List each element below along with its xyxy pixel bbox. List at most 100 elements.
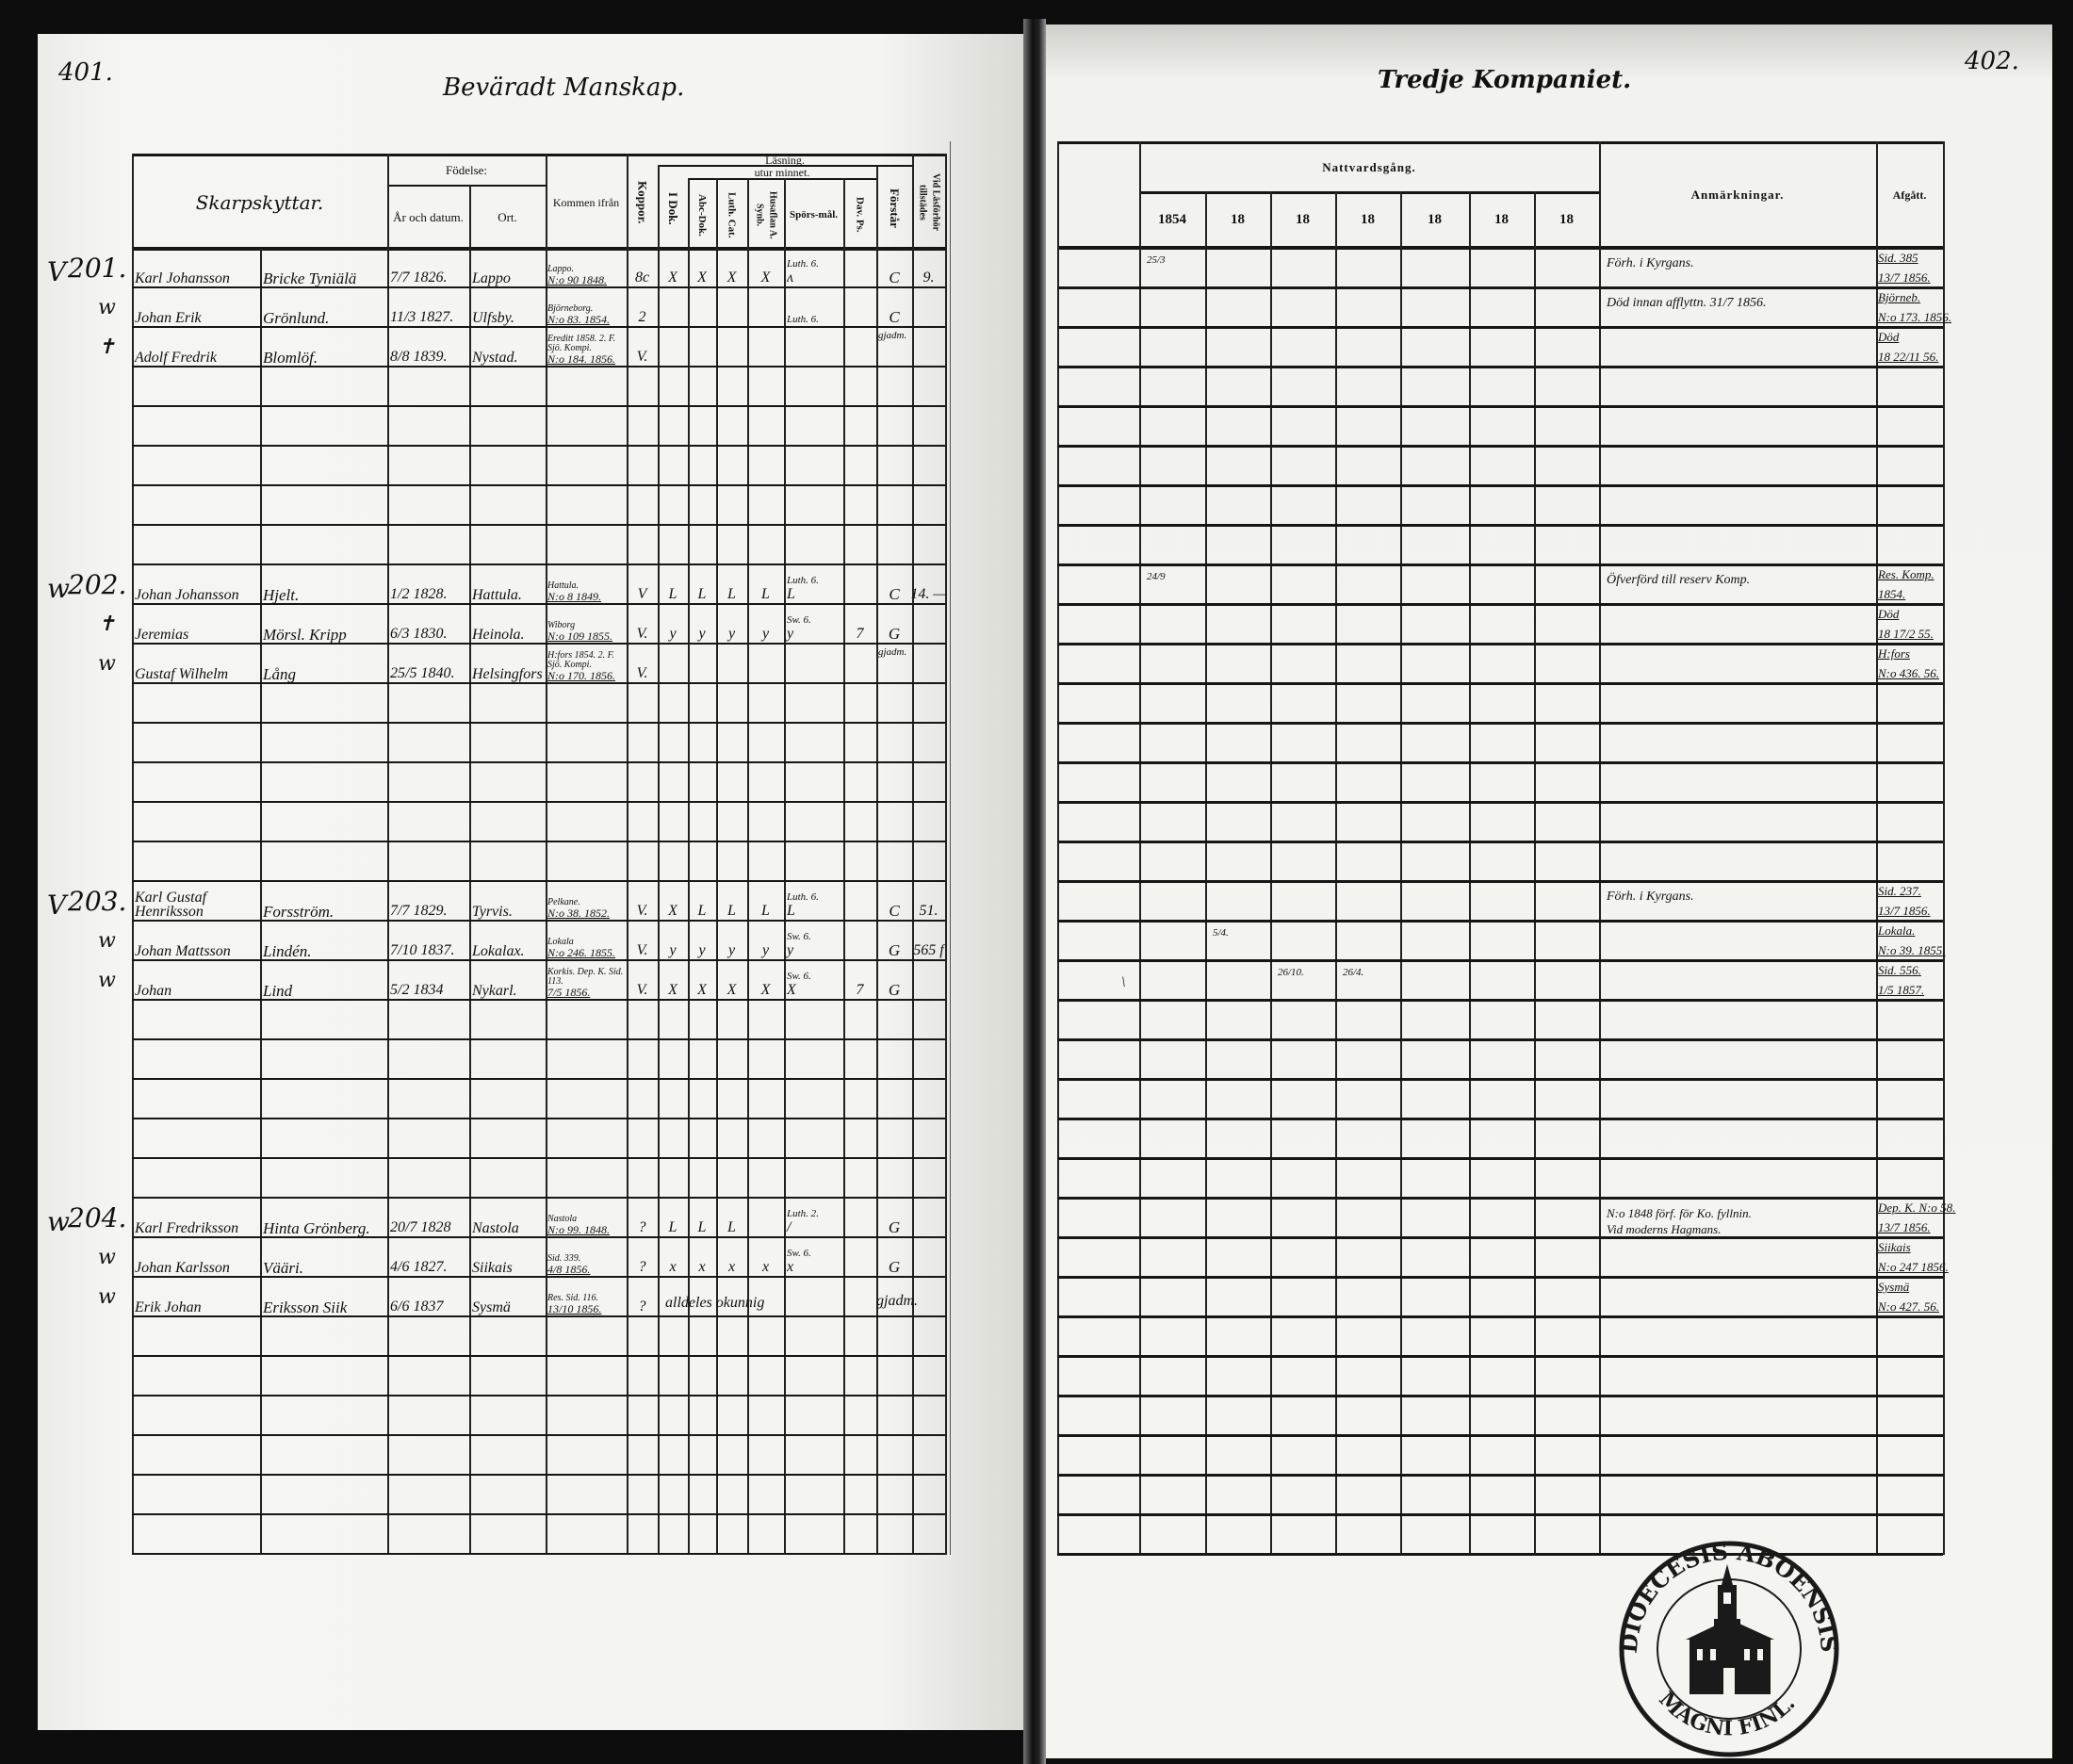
departed-text: Sysmä <box>1878 1280 1910 1294</box>
header-year-6: 18 <box>1559 212 1574 227</box>
left-row-line <box>132 1236 945 1238</box>
header-from: Kommen ifrån <box>552 195 620 209</box>
left-column-line <box>658 165 660 1555</box>
from-note: Ereditt 1858. 2. F. Sjö. Kompi. <box>547 334 616 353</box>
spors-value: L <box>787 586 795 602</box>
from-cell: Pelkane. N:o 38. 1852. <box>547 882 625 922</box>
left-column-line <box>876 165 878 1555</box>
luth-value: y <box>727 626 736 642</box>
luth-value: X <box>726 982 737 998</box>
header-luth: Luth. Cat. <box>726 191 738 238</box>
header-communion: Nattvardsgång. <box>1322 160 1416 174</box>
right-column-line <box>1876 141 1878 1555</box>
remark-text: Öfverförd till reserv Komp. <box>1607 573 1751 587</box>
register-mark: V <box>47 890 67 921</box>
dav-value <box>846 882 873 922</box>
right-row-line <box>1057 1395 1943 1397</box>
right-column-line <box>1270 191 1272 1555</box>
koppor-value: ? <box>638 1298 646 1315</box>
forstar-value <box>879 645 909 684</box>
given-names: Johan Karlsson <box>135 1260 230 1276</box>
surname: Mörsl. Kripp <box>263 626 347 644</box>
departed-text: N:o 247 1856. <box>1878 1260 1949 1274</box>
koppor-value: ? <box>638 1259 646 1275</box>
birth-place: Helsingfors <box>472 666 543 682</box>
from-cell: Hattula. N:o 8 1849. <box>547 565 625 605</box>
right-row-line <box>1057 1038 1943 1041</box>
husfl-value <box>750 645 781 684</box>
luth-value <box>719 645 744 684</box>
vid-value <box>915 1238 942 1278</box>
left-row-line <box>132 1157 945 1159</box>
surname: Hinta Grönberg. <box>263 1219 370 1237</box>
header-forstar: Förstår <box>888 188 902 228</box>
register-mark: w <box>98 929 116 953</box>
from-cell: Björneborg. N:o 83. 1854. <box>547 288 625 328</box>
koppor-value: V. <box>636 903 648 919</box>
spors-value: X <box>787 982 796 998</box>
left-row-line <box>132 801 945 803</box>
koppor-value: 8c <box>634 270 650 286</box>
left-row-line <box>132 682 945 684</box>
from-record: N:o 83. 1854. <box>547 313 610 326</box>
luth-value: L <box>727 903 736 919</box>
left-row-line <box>132 1197 945 1199</box>
entry-number: 203. <box>68 886 127 917</box>
left-row-line <box>132 405 945 407</box>
from-record: 4/8 1856. <box>547 1263 591 1276</box>
vid-value <box>915 288 942 328</box>
birth-date: 7/7 1826. <box>390 270 448 286</box>
left-row-line <box>132 1513 945 1515</box>
right-row-line <box>1057 1276 1943 1279</box>
birth-place: Ulfsby. <box>472 310 514 326</box>
departed-text: Död <box>1878 330 1900 344</box>
from-note: Björneborg. <box>547 303 594 314</box>
register-mark: w <box>98 1246 116 1269</box>
koppor-value: ? <box>638 1219 646 1235</box>
birth-place: Nastola <box>472 1220 519 1236</box>
left-row-line <box>132 722 945 724</box>
left-column-line <box>716 178 718 1555</box>
reading-subheader-line <box>658 165 912 167</box>
left-row-line <box>132 841 945 842</box>
given-names: Karl Gustaf Henriksson <box>135 890 207 920</box>
left-column-line <box>688 178 690 1555</box>
from-record: N:o 90 1848. <box>547 273 607 286</box>
remark-text: Vid moderns Hagmans. <box>1607 1222 1722 1236</box>
left-page-number: 401. <box>58 58 113 87</box>
left-row-line <box>132 959 945 961</box>
from-note: Res. Sid. 116. <box>547 1293 598 1303</box>
given-names: Erik Johan <box>135 1299 202 1315</box>
from-cell: Lappo. N:o 90 1848. <box>547 249 625 288</box>
luth-value <box>719 328 744 368</box>
left-column-line <box>784 178 786 1555</box>
left-table-top-line <box>132 154 945 156</box>
surname: Grönlund. <box>263 309 330 327</box>
left-row-line <box>132 1474 945 1476</box>
vid-value <box>915 328 942 368</box>
forstar-value: C <box>889 269 900 286</box>
forstar-value: C <box>889 902 900 920</box>
diocese-stamp: DIOECESIS ABOENSIS. MAGNI FINL. <box>1612 1514 1843 1758</box>
from-record: 13/10 1856. <box>547 1302 602 1315</box>
spors-cell: Luth. 6. L <box>787 882 841 922</box>
book-binding <box>1023 19 1046 1764</box>
left-row-line <box>132 1276 945 1278</box>
left-column-line <box>912 154 914 1555</box>
birth-date: 6/3 1830. <box>390 626 448 642</box>
surname: Blomlöf. <box>263 349 318 367</box>
from-cell: Wiborg N:o 109 1855. <box>547 605 625 645</box>
left-row-line <box>132 445 945 447</box>
header-abc: Abc-Dok. <box>696 193 708 237</box>
spors-cell: Sw. 6. y <box>787 605 841 645</box>
right-column-line <box>1534 191 1536 1555</box>
spors-cell: Luth. 6. ʌ <box>787 249 841 288</box>
dok-value <box>661 645 685 684</box>
from-cell: Ereditt 1858. 2. F. Sjö. Kompi. N:o 184. … <box>547 328 625 368</box>
spors-value: x <box>787 1259 794 1275</box>
right-row-line <box>1057 1078 1943 1081</box>
right-table-top-line <box>1057 141 1943 144</box>
birth-date: 7/10 1837. <box>390 942 455 958</box>
given-names: Johan Mattsson <box>135 943 231 959</box>
forstar-value: G <box>888 941 901 959</box>
